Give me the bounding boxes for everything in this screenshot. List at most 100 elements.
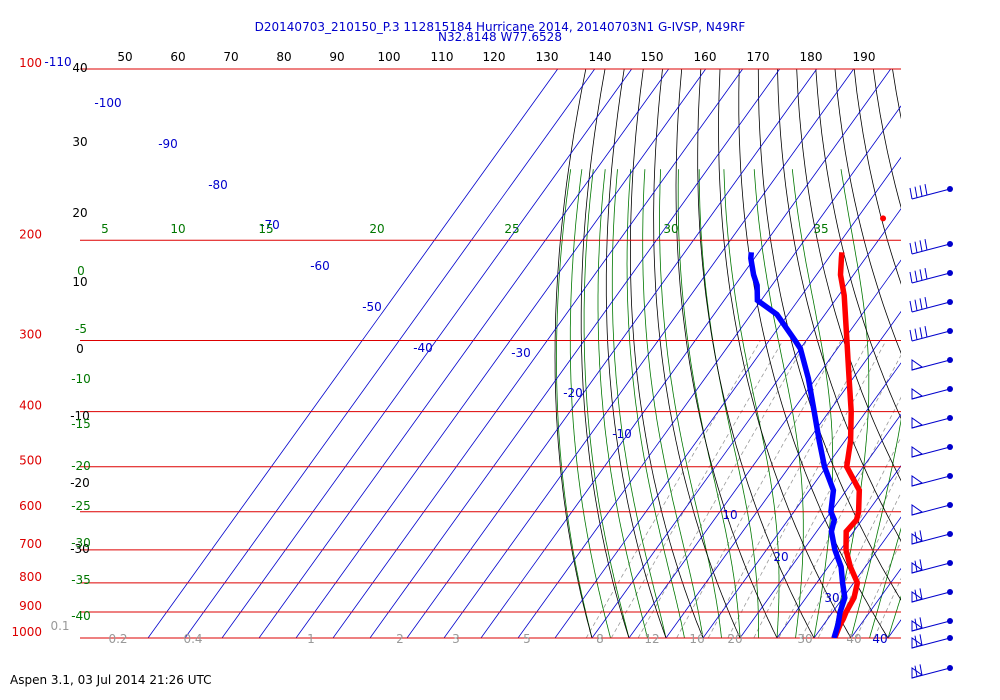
pressure-tick-label: 900: [19, 599, 42, 613]
mixing-ratio-label: 16: [689, 632, 704, 646]
theta-e-line: [569, 169, 611, 638]
isotherm-line: [591, 208, 901, 638]
theta-line: [926, 43, 1000, 650]
wind-barb-flag: [919, 634, 923, 646]
theta-e-top-label: 25: [504, 222, 519, 236]
theta-left-label: -10: [70, 409, 90, 423]
isotherm-label: 20: [773, 550, 788, 564]
theta-e-left-label: -15: [71, 417, 91, 431]
theta-line: [796, 69, 901, 482]
theta-e-top-label: 20: [369, 222, 384, 236]
isotherm-line: [295, 69, 707, 638]
theta-top-label: 100: [378, 50, 401, 64]
theta-top-label: 130: [536, 50, 559, 64]
mixing-ratio-line: [637, 340, 808, 638]
isotherm-line: [887, 619, 901, 638]
theta-line: [653, 69, 741, 638]
theta-line: [777, 69, 901, 542]
isotherm-line: [739, 413, 901, 638]
pressure-tick-label: 300: [19, 327, 42, 341]
mixing-ratio-line: [778, 396, 901, 638]
theta-top-label: 170: [747, 50, 770, 64]
wind-barb-flag: [914, 665, 918, 677]
wind-barb-flag: [914, 186, 918, 198]
isotherm-label: -50: [362, 300, 382, 314]
isotherm-line: [813, 516, 901, 638]
isotherm-line: [554, 156, 901, 638]
theta-line: [605, 69, 667, 638]
theta-left-label: -30: [70, 542, 90, 556]
theta-left-label: 20: [72, 206, 87, 220]
wind-barb-staff: [911, 330, 951, 342]
wind-barb-staff: [911, 188, 951, 200]
chart-title-line1: D20140703_210150_P.3 112815184 Hurricane…: [254, 20, 746, 34]
isotherm-label: 10: [722, 508, 737, 522]
isotherm-line: [776, 465, 901, 638]
theta-line: [675, 69, 778, 638]
mixing-ratio-label: 20: [727, 632, 742, 646]
isotherm-label: -70: [260, 218, 280, 232]
wind-barb-flag: [914, 589, 918, 601]
isotherm-line: [258, 69, 670, 638]
theta-line: [963, 43, 1000, 650]
sounding-profiles: [748, 215, 887, 638]
theta-top-label: 150: [641, 50, 664, 64]
isotherm-label: 40: [872, 632, 887, 646]
isotherm-line: [184, 69, 596, 638]
theta-e-left-label: -25: [71, 499, 91, 513]
wind-barb-staff: [911, 301, 951, 313]
theta-line: [908, 43, 1000, 650]
theta-top-label: 60: [170, 50, 185, 64]
theta-top-label: 180: [800, 50, 823, 64]
theta-e-line: [659, 169, 722, 638]
wind-barb-pennant: [911, 475, 924, 487]
isobar-lines: [80, 68, 901, 639]
mixing-ratio-line: [855, 540, 901, 638]
wind-barb-flag: [909, 242, 913, 255]
theta-e-left-label: -40: [71, 609, 91, 623]
theta-line: [982, 43, 1000, 650]
wind-barb-flag: [919, 185, 923, 197]
isotherm-label: -80: [208, 178, 228, 192]
wind-barb-flag: [914, 270, 918, 282]
pressure-tick-label: 700: [19, 537, 42, 551]
wind-barb-flag: [924, 268, 928, 280]
isotherm-label: -30: [511, 346, 531, 360]
wind-barb-flag: [914, 618, 918, 630]
theta-e-line: [869, 527, 901, 638]
wind-barb-flag: [914, 299, 918, 311]
mixing-ratio-lines: [585, 340, 901, 638]
wind-barb-flag: [914, 241, 918, 253]
wind-barb-flag: [909, 271, 913, 284]
isotherm-line: [628, 259, 901, 638]
theta-e-top-label: 15: [258, 222, 273, 236]
theta-e-line: [642, 169, 704, 638]
isotherm-label: -10: [612, 427, 632, 441]
mixing-ratio-line: [707, 340, 870, 638]
mixing-ratio-line: [585, 340, 761, 638]
mixing-ratio-label: 3: [452, 632, 460, 646]
isolated-temperature-point: [880, 215, 887, 222]
theta-e-top-label: 5: [101, 222, 109, 236]
theta-e-left-label: -30: [71, 536, 91, 550]
isotherm-label: -20: [563, 386, 583, 400]
theta-top-label: 110: [431, 50, 454, 64]
mixing-ratio-label: 30: [797, 632, 812, 646]
isotherm-label: -110: [44, 55, 71, 69]
theta-e-line: [611, 169, 667, 638]
isotherm-line: [517, 105, 901, 638]
theta-left-label: -20: [70, 476, 90, 490]
pressure-tick-label: 800: [19, 570, 42, 584]
wind-barb-flag: [914, 328, 918, 340]
wind-barb-flag: [919, 327, 923, 339]
mixing-ratio-label: 8: [596, 632, 604, 646]
wind-barb-flag: [914, 635, 918, 647]
theta-e-line: [583, 169, 630, 638]
wind-barb-flag: [924, 297, 928, 309]
theta-line: [757, 69, 901, 601]
theta-e-left-label: -35: [71, 573, 91, 587]
wind-barb-flag: [919, 559, 923, 571]
isotherm-line: [221, 69, 633, 638]
wind-barb-flag: [909, 329, 913, 342]
dewpoint-profile: [748, 252, 848, 638]
